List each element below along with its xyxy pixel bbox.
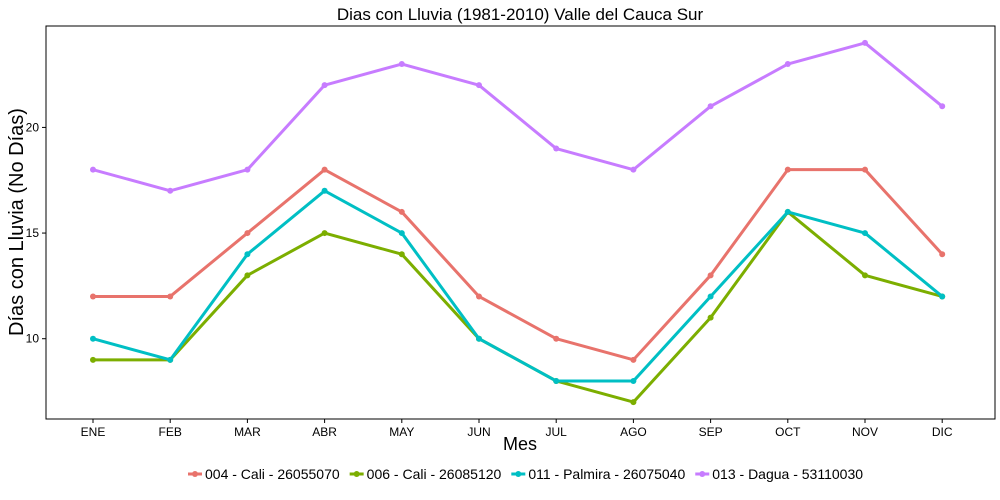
- x-tick-label: FEB: [159, 425, 182, 439]
- data-point: [321, 187, 328, 194]
- data-point: [784, 208, 791, 215]
- series-line: [93, 168, 944, 362]
- data-point: [321, 230, 328, 237]
- series-line: [92, 41, 944, 193]
- data-point: [476, 335, 482, 342]
- data-point: [476, 293, 482, 300]
- data-point: [862, 166, 868, 173]
- series-0: [90, 166, 946, 363]
- x-tick-label: ABR: [312, 425, 337, 439]
- data-point: [630, 166, 637, 173]
- y-tick-label: 15: [26, 226, 40, 240]
- series-layer: [90, 39, 946, 406]
- data-point: [244, 230, 251, 237]
- data-point: [90, 166, 96, 173]
- legend-swatch-point: [192, 471, 198, 477]
- legend-item: 011 - Palmira - 26075040: [511, 466, 685, 482]
- legend-swatch-point: [699, 471, 706, 477]
- x-tick-label: OCT: [775, 425, 801, 439]
- data-point: [707, 314, 714, 321]
- legend-label: 013 - Dagua - 53110030: [712, 466, 863, 482]
- legend-label: 004 - Cali - 26055070: [205, 466, 340, 482]
- legend-label: 011 - Palmira - 26075040: [528, 466, 685, 482]
- data-point: [398, 251, 405, 258]
- data-point: [862, 272, 868, 279]
- data-point: [707, 272, 714, 279]
- data-point: [167, 293, 174, 300]
- data-point: [862, 230, 868, 237]
- data-point: [321, 166, 328, 173]
- y-tick-label: 20: [26, 120, 40, 134]
- data-point: [398, 208, 405, 215]
- data-point: [90, 293, 96, 300]
- legend-item: 004 - Cali - 26055070: [188, 466, 340, 482]
- data-point: [630, 377, 637, 384]
- x-axis: ENE FEB MAR ABR MAY JUN JUL AGO SEP OCT NOV DIC: [81, 419, 953, 439]
- y-axis-label: Días con Lluvia (No Días): [6, 108, 28, 336]
- series-3: [90, 39, 946, 194]
- data-point: [244, 251, 251, 258]
- data-point: [630, 399, 637, 406]
- data-point: [939, 103, 946, 110]
- legend-label: 006 - Cali - 26085120: [367, 466, 502, 482]
- series-line: [92, 189, 944, 383]
- data-point: [939, 251, 946, 258]
- chart-title: Dias con Lluvia (1981-2010) Valle del Ca…: [337, 5, 704, 24]
- x-tick-label: DIC: [932, 425, 953, 439]
- data-point: [244, 272, 251, 279]
- x-tick-label: MAY: [389, 425, 414, 439]
- x-tick-label: JUN: [467, 425, 490, 439]
- series-2: [90, 187, 946, 384]
- data-point: [630, 356, 637, 363]
- x-tick-label: ENE: [81, 425, 106, 439]
- x-tick-label: SEP: [699, 425, 723, 439]
- x-tick-label: JUL: [546, 425, 568, 439]
- data-point: [553, 335, 560, 342]
- plot-panel: [45, 25, 996, 420]
- x-tick-label: AGO: [620, 425, 647, 439]
- data-point: [476, 82, 482, 89]
- data-point: [553, 377, 560, 384]
- data-point: [167, 187, 174, 194]
- data-point: [321, 82, 328, 89]
- data-point: [90, 356, 96, 363]
- data-point: [707, 293, 714, 300]
- legend-item: 006 - Cali - 26085120: [349, 466, 502, 482]
- data-point: [707, 103, 714, 110]
- legend-swatch-point: [515, 471, 522, 477]
- data-point: [244, 166, 251, 173]
- data-point: [553, 145, 560, 152]
- legend-item: 013 - Dagua - 53110030: [695, 466, 863, 482]
- data-point: [862, 39, 868, 46]
- data-point: [167, 356, 174, 363]
- x-tick-label: MAR: [234, 425, 261, 439]
- data-point: [784, 61, 791, 68]
- x-axis-label: Mes: [503, 434, 537, 454]
- data-point: [398, 61, 405, 68]
- data-point: [398, 230, 405, 237]
- data-point: [90, 335, 96, 342]
- legend: 004 - Cali - 26055070 006 - Cali - 260851…: [188, 466, 863, 482]
- y-tick-label: 10: [26, 332, 40, 346]
- data-point: [939, 293, 946, 300]
- legend-swatch-point: [353, 471, 360, 477]
- data-point: [784, 166, 791, 173]
- x-tick-label: NOV: [852, 425, 878, 439]
- y-axis: 10 15 20: [26, 120, 46, 346]
